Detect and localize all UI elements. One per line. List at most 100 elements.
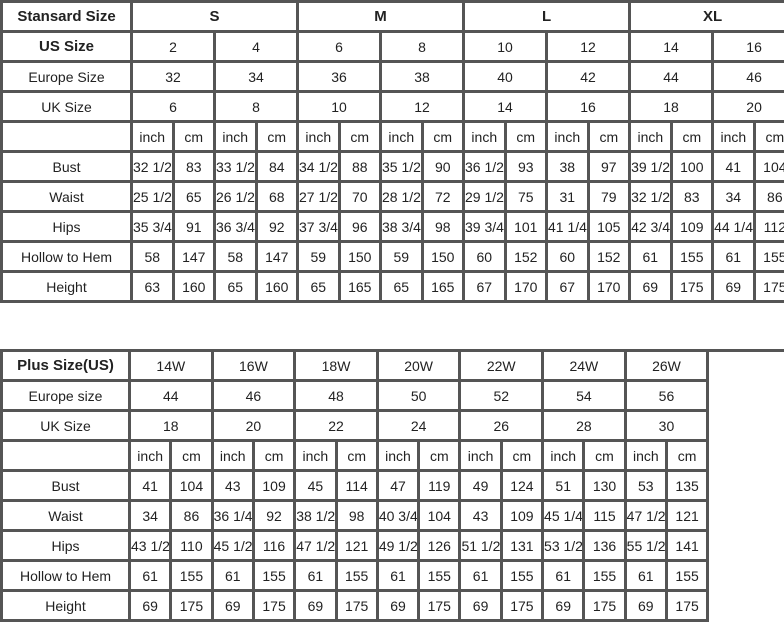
measurement-value: 53 [623, 469, 668, 502]
plus-uk-size-value: 28 [541, 409, 627, 442]
measurement-value: 69 [711, 270, 756, 303]
unit-cm: cm [171, 120, 216, 153]
unit-inch: inch [623, 439, 668, 472]
plus-us-size-value: 24W [541, 349, 627, 382]
europe-size-value: 32 [130, 60, 216, 93]
measurement-value: 47 1/2 [293, 529, 338, 562]
uk-size-value: 6 [130, 90, 216, 123]
measurement-value: 65 [171, 180, 216, 213]
measurement-value: 45 [293, 469, 338, 502]
europe-size-value: 36 [296, 60, 383, 93]
unit-cm: cm [337, 120, 382, 153]
measurement-value: 45 1/2 [210, 529, 255, 562]
unit-inch: inch [213, 120, 258, 153]
measurement-value: 152 [503, 240, 548, 273]
measurement-value: 98 [420, 210, 465, 243]
measurement-value: 141 [664, 529, 710, 562]
unit-inch: inch [296, 120, 341, 153]
measurement-value: 90 [420, 150, 465, 183]
measurement-value: 155 [417, 559, 462, 592]
measurement-value: 67 [462, 270, 507, 303]
measurement-value: 37 3/4 [296, 210, 341, 243]
uk-size-value: 8 [212, 90, 300, 123]
unit-inch: inch [375, 439, 421, 472]
unit-cm: cm [582, 439, 627, 472]
unit-cm: cm [334, 439, 379, 472]
measurement-value: 69 [375, 589, 421, 622]
measurement-value: 69 [210, 589, 255, 622]
standard-size-table: Stansard Size S M L XL US Size 2 4 6 8 10 12 14 16 Eur… [0, 0, 784, 303]
measurement-value: 112 [752, 210, 784, 243]
measurement-value: 32 1/2 [628, 180, 673, 213]
us-size-value: 6 [296, 30, 383, 63]
unit-row-blank [0, 439, 131, 472]
europe-size-value: 42 [545, 60, 632, 93]
measurement-value: 155 [752, 240, 784, 273]
measurement-value: 35 1/2 [379, 150, 424, 183]
measurement-label: Hips [0, 529, 131, 562]
us-size-value: 4 [212, 30, 300, 63]
us-size-value: 10 [462, 30, 549, 63]
plus-europe-size-value: 52 [458, 379, 545, 412]
plus-us-size-value: 16W [210, 349, 297, 382]
measurement-value: 150 [420, 240, 465, 273]
plus-europe-size-label: Europe size [0, 379, 131, 412]
measurement-value: 49 [458, 469, 503, 502]
measurement-value: 105 [586, 210, 632, 243]
uk-size-value: 10 [296, 90, 383, 123]
measurement-value: 25 1/2 [130, 180, 175, 213]
measurement-label: Height [0, 589, 131, 622]
plus-size-table: Plus Size(US) 14W 16W 18W 20W 22W 24W 26W Europe… [0, 349, 784, 622]
us-size-label: US Size [0, 30, 133, 63]
plus-us-size-row: Plus Size(US) 14W 16W 18W 20W 22W 24W 26W [0, 349, 784, 621]
plus-uk-size-value: 18 [128, 409, 214, 442]
measurement-value: 34 [127, 499, 173, 532]
measurement-value: 175 [251, 589, 297, 622]
uk-size-label: UK Size [0, 90, 133, 123]
plus-europe-size-value: 54 [541, 379, 627, 412]
measurement-row: Waist 25 1/2 65 26 1/2 68 27 1/2 70 28 1/2 72 29 … [0, 180, 784, 213]
measurement-value: 98 [334, 499, 379, 532]
unit-inch: inch [711, 120, 756, 153]
unit-cm: cm [254, 120, 299, 153]
measurement-value: 170 [586, 270, 632, 303]
header-label: Stansard Size [0, 0, 133, 33]
measurement-value: 34 1/2 [296, 150, 341, 183]
measurement-row: Bust 32 1/2 83 33 1/2 84 34 1/2 88 35 1/2 90 36 1… [0, 150, 784, 183]
unit-cm: cm [417, 439, 462, 472]
unit-cm: cm [420, 120, 465, 153]
measurement-value: 69 [458, 589, 503, 622]
size-group-xl: XL [628, 0, 784, 33]
measurement-value: 91 [171, 210, 216, 243]
measurement-value: 65 [213, 270, 258, 303]
plus-uk-size-row: UK Size 18 20 22 24 26 28 30 [0, 409, 784, 442]
measurement-value: 58 [130, 240, 175, 273]
europe-size-value: 44 [628, 60, 715, 93]
measurement-value: 51 [541, 469, 586, 502]
measurement-value: 65 [296, 270, 341, 303]
europe-size-value: 40 [462, 60, 549, 93]
unit-cm: cm [669, 120, 715, 153]
measurement-value: 86 [752, 180, 784, 213]
plus-europe-size-value: 46 [210, 379, 297, 412]
measurement-value: 160 [171, 270, 216, 303]
plus-us-size-value: 18W [293, 349, 379, 382]
measurement-value: 41 1/4 [545, 210, 590, 243]
unit-cm: cm [586, 120, 632, 153]
plus-uk-size-value: 22 [293, 409, 379, 442]
blank-area [706, 349, 784, 621]
plus-uk-size-value: 30 [623, 409, 710, 442]
measurement-value: 70 [337, 180, 382, 213]
measurement-value: 69 [623, 589, 668, 622]
measurement-value: 38 1/2 [293, 499, 338, 532]
unit-row-blank [0, 120, 133, 153]
measurement-label: Bust [0, 150, 133, 183]
uk-size-value: 12 [379, 90, 466, 123]
measurement-value: 119 [417, 469, 462, 502]
measurement-value: 47 1/2 [623, 499, 668, 532]
measurement-value: 175 [417, 589, 462, 622]
measurement-value: 61 [541, 559, 586, 592]
plus-europe-size-value: 44 [128, 379, 214, 412]
measurement-row: Hollow to Hem 58 147 58 147 59 150 59 150 60 152 60… [0, 240, 784, 273]
measurement-value: 49 1/2 [375, 529, 421, 562]
